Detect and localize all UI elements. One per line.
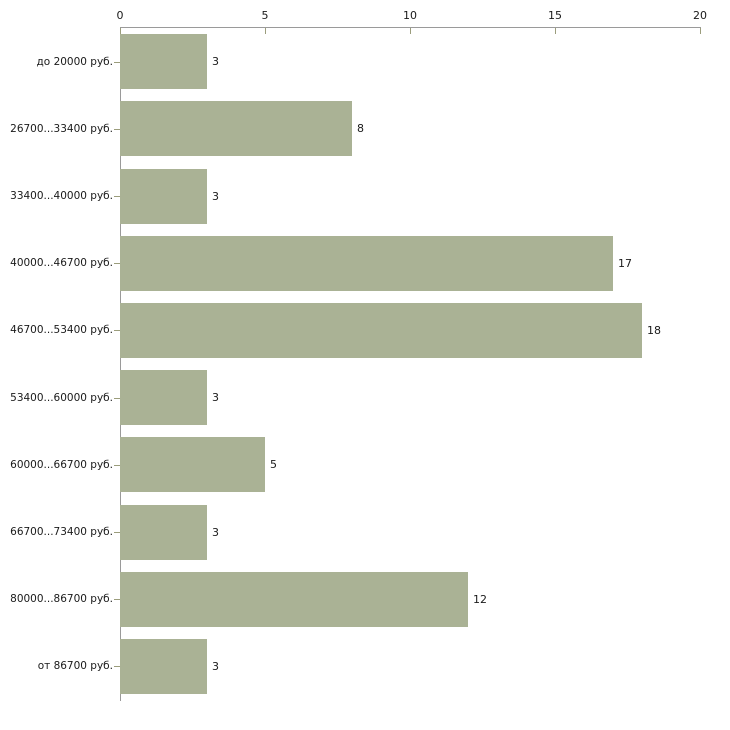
x-axis-tick-label: 15 <box>548 9 562 22</box>
x-axis-tick-label: 0 <box>116 9 124 22</box>
category-axis-line <box>120 27 121 701</box>
category-axis-tick <box>114 263 120 264</box>
x-axis-tick <box>555 28 556 34</box>
bar <box>120 437 265 492</box>
bar <box>120 303 642 358</box>
bar-value-label: 18 <box>647 324 661 337</box>
bar <box>120 34 207 89</box>
category-axis-tick <box>114 129 120 130</box>
category-label: до 20000 руб. <box>36 56 113 68</box>
category-label: 46700...53400 руб. <box>10 324 113 336</box>
bar-value-label: 3 <box>212 190 219 203</box>
bar <box>120 639 207 694</box>
category-label: 66700...73400 руб. <box>10 526 113 538</box>
x-axis-tick-label: 20 <box>693 9 707 22</box>
bar-value-label: 12 <box>473 593 487 606</box>
x-axis-tick <box>265 28 266 34</box>
category-label: 53400...60000 руб. <box>10 392 113 404</box>
bar <box>120 505 207 560</box>
category-axis-tick <box>114 532 120 533</box>
category-axis-tick <box>114 666 120 667</box>
x-axis-tick-label: 5 <box>261 9 269 22</box>
bar <box>120 101 352 156</box>
category-label: 80000...86700 руб. <box>10 593 113 605</box>
category-label: 60000...66700 руб. <box>10 459 113 471</box>
category-axis-tick <box>114 599 120 600</box>
category-axis-tick <box>114 465 120 466</box>
category-label: 26700...33400 руб. <box>10 123 113 135</box>
bar <box>120 370 207 425</box>
top-axis-line <box>120 27 701 28</box>
bar-value-label: 3 <box>212 526 219 539</box>
bar-value-label: 8 <box>357 122 364 135</box>
category-axis-tick <box>114 62 120 63</box>
x-axis-tick <box>120 28 121 34</box>
category-label: от 86700 руб. <box>37 660 113 672</box>
x-axis-tick <box>700 28 701 34</box>
bar <box>120 572 468 627</box>
category-label: 40000...46700 руб. <box>10 257 113 269</box>
bar-value-label: 5 <box>270 458 277 471</box>
category-axis-tick <box>114 196 120 197</box>
bar-value-label: 3 <box>212 55 219 68</box>
bar <box>120 236 613 291</box>
bar-value-label: 3 <box>212 660 219 673</box>
bar-value-label: 3 <box>212 391 219 404</box>
category-axis-tick <box>114 330 120 331</box>
x-axis-tick-label: 10 <box>403 9 417 22</box>
category-axis-tick <box>114 398 120 399</box>
category-label: 33400...40000 руб. <box>10 190 113 202</box>
x-axis-tick <box>410 28 411 34</box>
bar <box>120 169 207 224</box>
bar-value-label: 17 <box>618 257 632 270</box>
